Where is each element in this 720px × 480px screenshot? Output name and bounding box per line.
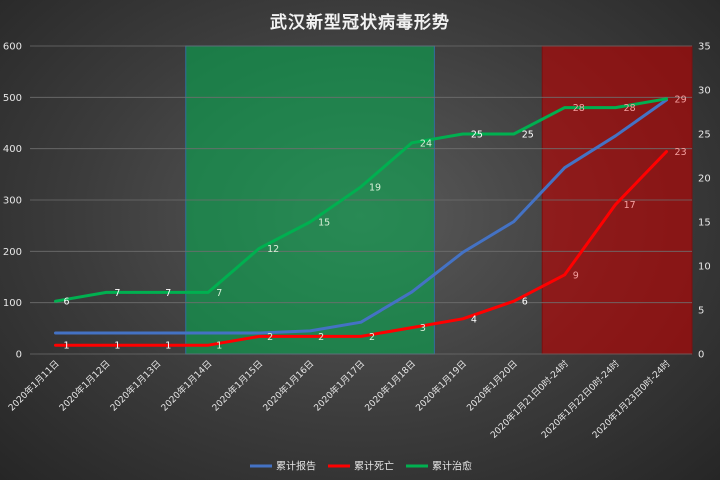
data-label: 24 xyxy=(420,138,432,149)
chart-title: 武汉新型冠状病毒形势 xyxy=(270,13,450,33)
y-left-tick-label: 400 xyxy=(3,144,22,155)
x-category-label: 2020年1月15日 xyxy=(209,358,265,414)
data-label: 7 xyxy=(216,288,222,299)
data-label: 25 xyxy=(471,130,483,141)
data-label: 7 xyxy=(114,288,120,299)
x-category-label: 2020年1月19日 xyxy=(413,358,469,414)
data-label: 9 xyxy=(573,270,579,281)
data-label: 6 xyxy=(522,297,528,308)
x-category-label: 2020年1月11日 xyxy=(6,358,62,414)
data-label: 1 xyxy=(216,341,222,352)
data-label: 2 xyxy=(318,332,324,343)
legend-label: 累计报告 xyxy=(276,460,316,473)
data-label: 2 xyxy=(369,332,375,343)
y-left-tick-label: 200 xyxy=(3,247,22,258)
y-left-tick-label: 0 xyxy=(16,350,22,361)
legend-label: 累计死亡 xyxy=(354,460,394,473)
x-category-label: 2020年1月12日 xyxy=(57,358,113,414)
x-category-label: 2020年1月18日 xyxy=(362,358,418,414)
x-category-label: 2020年1月16日 xyxy=(260,358,316,414)
y-right-tick-label: 30 xyxy=(698,86,711,97)
series-line-累计治愈 xyxy=(54,97,668,303)
data-label: 7 xyxy=(165,288,171,299)
data-label: 19 xyxy=(369,182,381,193)
data-label: 15 xyxy=(318,218,330,229)
data-label: 23 xyxy=(675,147,687,158)
y-left-tick-label: 300 xyxy=(3,196,22,207)
y-right-tick-label: 35 xyxy=(698,42,711,53)
y-right-tick-label: 20 xyxy=(698,174,711,185)
data-label: 17 xyxy=(624,200,636,211)
x-category-label: 2020年1月23日0时-24时 xyxy=(590,358,673,441)
data-label: 29 xyxy=(675,94,687,105)
legend-label: 累计治愈 xyxy=(432,460,472,473)
x-category-label: 2020年1月13日 xyxy=(108,358,164,414)
data-label: 4 xyxy=(471,314,477,325)
data-label: 6 xyxy=(63,297,69,308)
y-right-tick-label: 15 xyxy=(698,218,711,229)
data-label: 2 xyxy=(267,332,273,343)
y-left-tick-label: 500 xyxy=(3,93,22,104)
y-left-tick-label: 100 xyxy=(3,298,22,309)
data-label: 28 xyxy=(624,103,636,114)
data-label: 3 xyxy=(420,323,426,334)
y-left-tick-label: 600 xyxy=(3,42,22,53)
y-right-tick-label: 0 xyxy=(698,350,704,361)
y-right-tick-label: 10 xyxy=(698,262,711,273)
series-line-累计报告 xyxy=(54,98,668,335)
data-label: 28 xyxy=(573,103,585,114)
y-right-tick-label: 5 xyxy=(698,306,704,317)
x-category-label: 2020年1月20日 xyxy=(464,358,520,414)
data-label: 1 xyxy=(63,341,69,352)
x-category-label: 2020年1月14日 xyxy=(158,358,214,414)
series-line-累计死亡 xyxy=(54,150,668,347)
data-label: 12 xyxy=(267,244,279,255)
x-category-label: 2020年1月17日 xyxy=(311,358,367,414)
y-right-tick-label: 25 xyxy=(698,130,711,141)
data-label: 1 xyxy=(114,341,120,352)
data-label: 25 xyxy=(522,130,534,141)
data-label: 1 xyxy=(165,341,171,352)
